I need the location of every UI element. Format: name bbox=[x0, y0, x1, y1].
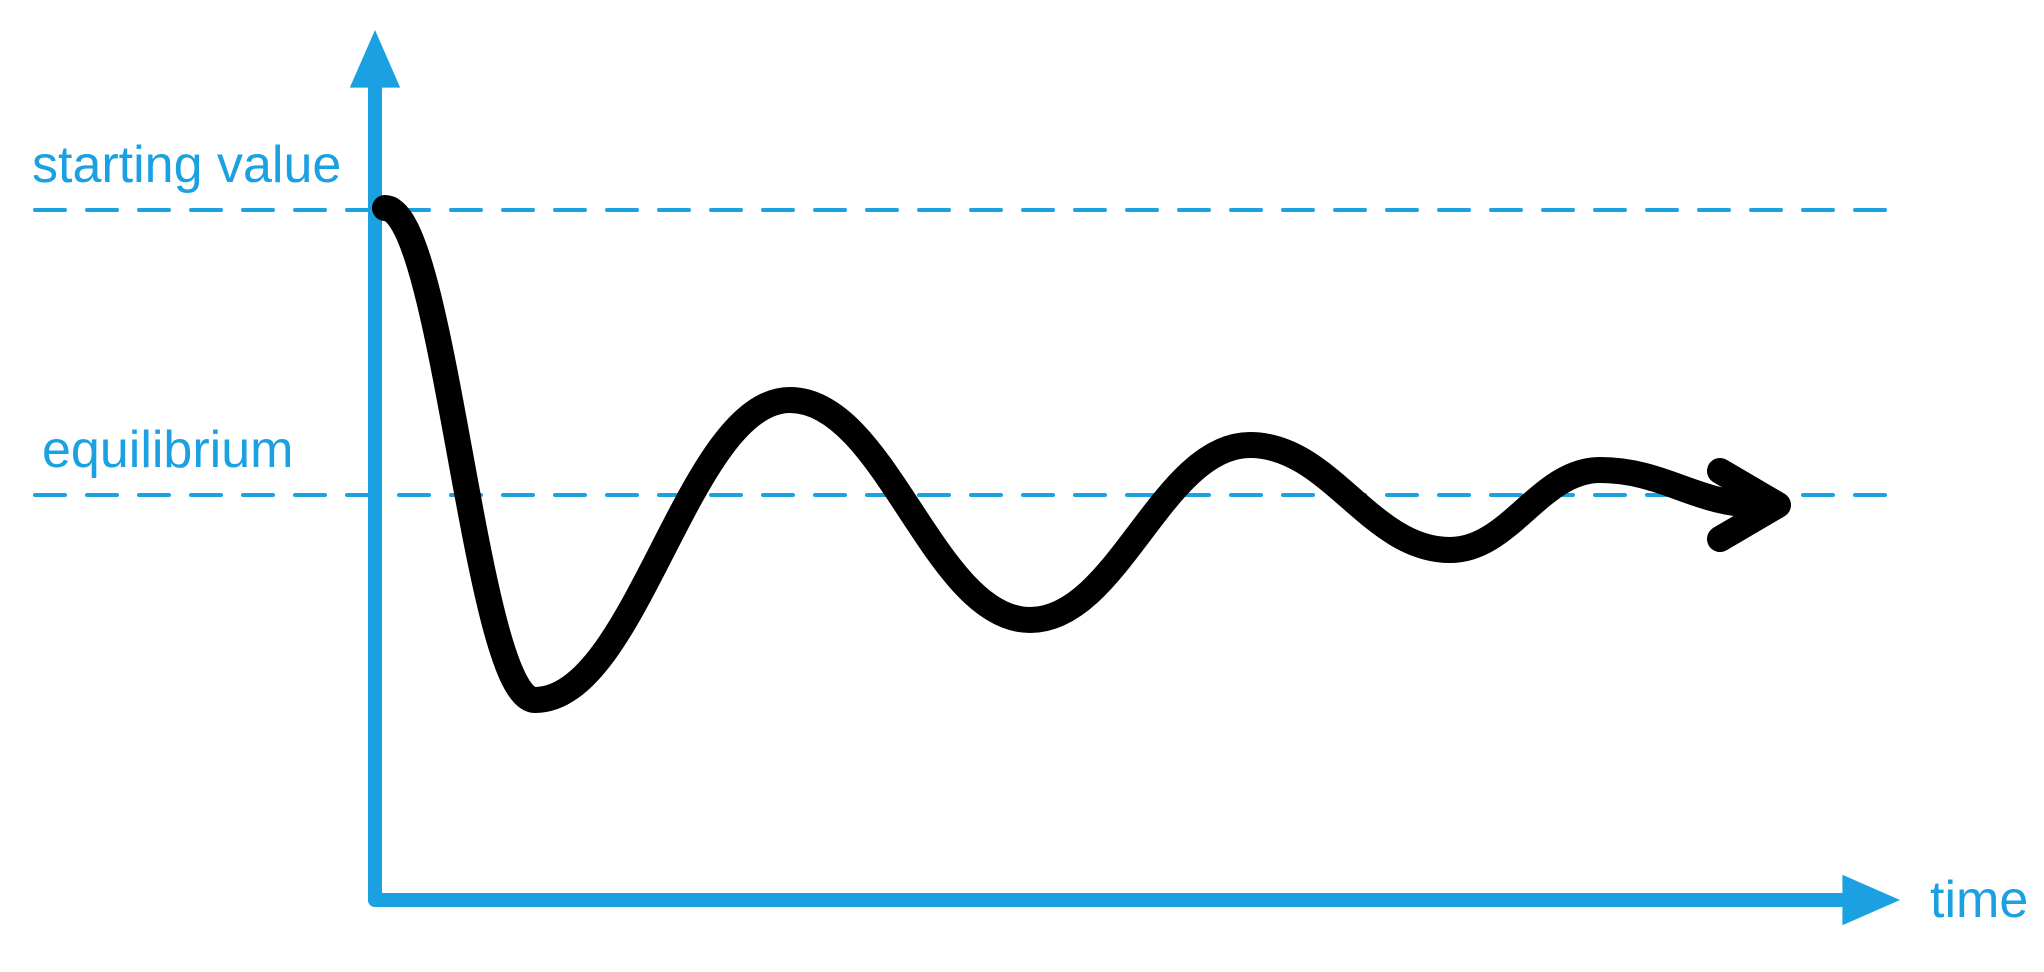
damped-oscillation-diagram: starting value equilibrium time bbox=[0, 0, 2044, 967]
equilibrium-label: equilibrium bbox=[42, 420, 293, 480]
x-axis-arrow-icon bbox=[1842, 875, 1900, 925]
starting-value-label: starting value bbox=[32, 135, 341, 195]
time-axis-label: time bbox=[1930, 870, 2028, 930]
oscillation-curve bbox=[385, 208, 1760, 700]
y-axis-arrow-icon bbox=[350, 30, 400, 88]
